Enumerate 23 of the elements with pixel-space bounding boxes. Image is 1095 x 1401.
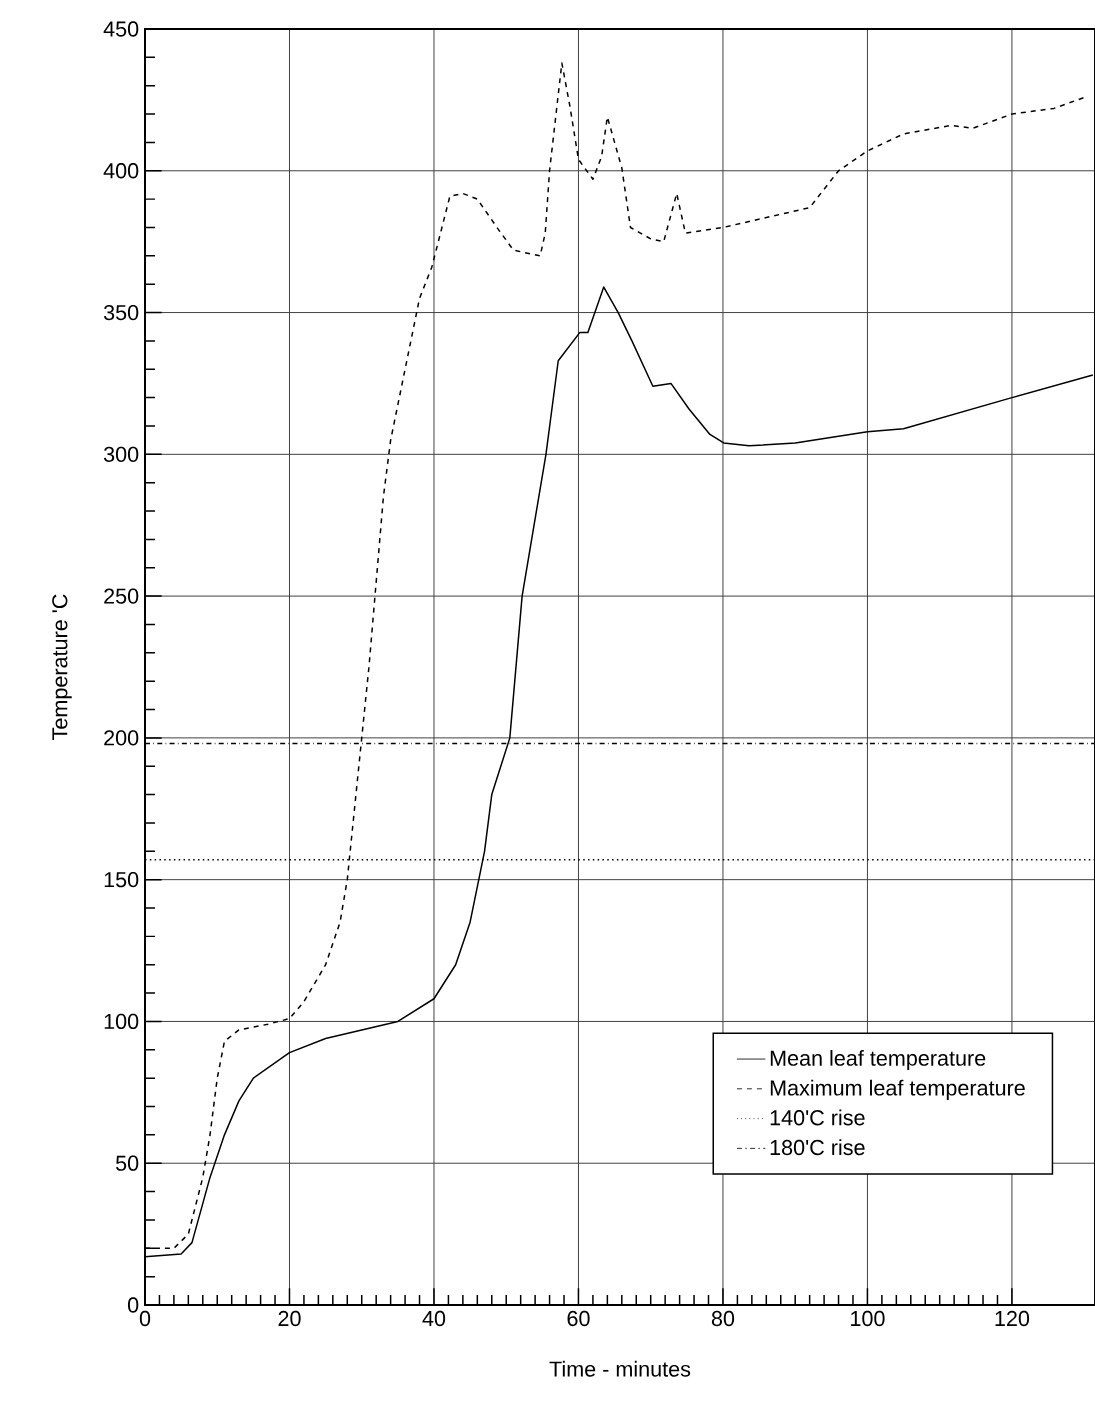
legend-label: 140'C rise — [770, 1109, 865, 1126]
x-tick-label: 40 — [422, 1310, 446, 1327]
y-tick-label: 300 — [103, 446, 139, 462]
y-tick-label: 250 — [104, 588, 139, 604]
x-tick-label: 120 — [995, 1310, 1030, 1327]
legend-label: 180'C rise — [770, 1139, 865, 1156]
x-tick-label: 0 — [139, 1310, 151, 1327]
y-tick-label: 450 — [103, 21, 139, 37]
x-axis-title: Time - minutes — [549, 1360, 691, 1377]
legend-label: Maximum leaf temperature — [770, 1079, 1025, 1100]
y-tick-label: 150 — [104, 872, 139, 888]
y-tick-label: 200 — [104, 730, 139, 746]
y-tick-label: 0 — [127, 1297, 139, 1313]
x-tick-label: 100 — [851, 1310, 885, 1327]
y-tick-label: 50 — [115, 1155, 139, 1171]
x-tick-label: 80 — [711, 1310, 735, 1327]
y-tick-label: 400 — [103, 163, 139, 179]
legend-label: Mean leaf temperature — [770, 1049, 986, 1071]
y-tick-label: 350 — [103, 304, 139, 321]
y-tick-label: 100 — [104, 1013, 139, 1030]
y-axis-title: Temperature 'C — [52, 594, 72, 740]
x-tick-label: 60 — [567, 1310, 590, 1327]
x-tick-label: 20 — [278, 1310, 301, 1327]
